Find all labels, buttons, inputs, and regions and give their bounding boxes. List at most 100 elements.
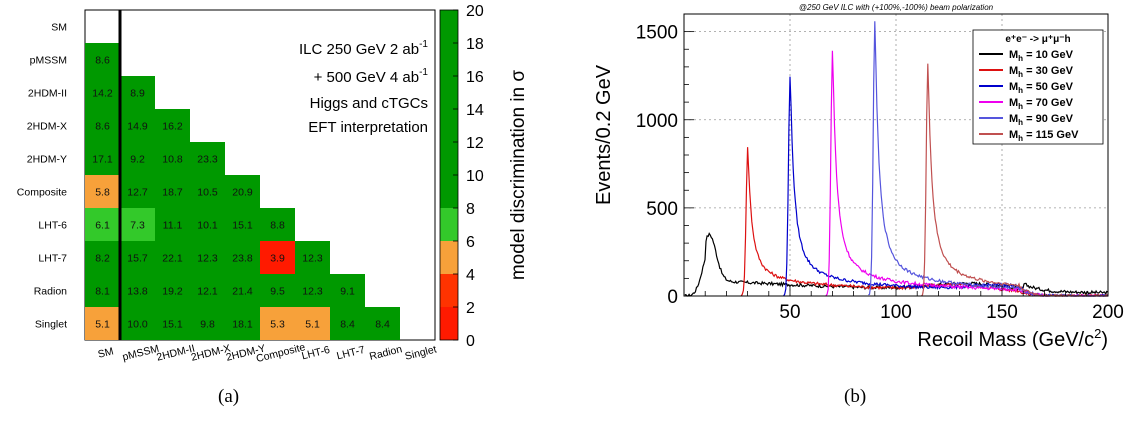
cell-value: 8.6 xyxy=(95,55,110,67)
row-label: pMSSM xyxy=(30,55,67,67)
cell-value: 10.8 xyxy=(162,154,183,166)
cell-value: 8.2 xyxy=(95,253,110,265)
cell-value: 3.9 xyxy=(270,253,285,265)
heatmap-chart: 8.6 14.2 8.9 8.6 14.9 16.2 17.1 9.2 10.8 23.3 5.8 1… xyxy=(17,3,529,365)
legend-entry-text: M xyxy=(1009,113,1018,125)
heatmap-cell xyxy=(155,274,190,307)
colorbar-tick-label: 20 xyxy=(466,3,484,20)
heatmap-cell xyxy=(155,208,190,241)
colorbar-tick-label: 0 xyxy=(466,333,475,350)
heatmap-cell xyxy=(155,109,190,142)
annotation-line: + 500 GeV 4 ab-1 xyxy=(314,67,429,86)
heatmap-cell xyxy=(120,241,155,274)
heatmap-cell xyxy=(85,43,120,76)
legend-entry-0: Mh = 10 GeV xyxy=(1009,49,1074,63)
cell-value: 10.5 xyxy=(197,187,218,199)
cell-value: 9.2 xyxy=(130,154,145,166)
heatmap-cell xyxy=(155,307,190,340)
legend-entry-text: M xyxy=(1009,81,1018,93)
heatmap-cell xyxy=(190,307,225,340)
heatmap-cell xyxy=(85,76,120,109)
heatmap-cell xyxy=(120,307,155,340)
x-axis-label-part: Recoil Mass (GeV/c xyxy=(917,329,1094,351)
panel-label-b: (b) xyxy=(844,386,867,407)
cell-value: 6.1 xyxy=(95,220,110,232)
colorbar-tick-label: 16 xyxy=(466,69,484,86)
heatmap-cell xyxy=(120,142,155,175)
cell-value: 22.1 xyxy=(162,253,183,265)
row-label: LHT-7 xyxy=(38,253,67,265)
heatmap-cell xyxy=(120,274,155,307)
colorbar-tick-label: 14 xyxy=(466,102,484,119)
heatmap-cell xyxy=(225,208,260,241)
y-tick-label: 0 xyxy=(667,287,678,308)
cell-value: 13.8 xyxy=(127,286,148,298)
legend-entry-text: = 90 GeV xyxy=(1023,113,1074,125)
column-label: Singlet xyxy=(404,343,438,362)
cell-value: 9.1 xyxy=(340,286,355,298)
heatmap-cell xyxy=(190,274,225,307)
x-axis-label-part: ) xyxy=(1101,329,1108,351)
legend-entry-1: Mh = 30 GeV xyxy=(1009,65,1074,79)
heatmap-cell xyxy=(190,175,225,208)
row-label: Radion xyxy=(34,286,67,298)
legend-entry-5: Mh = 115 GeV xyxy=(1009,129,1079,143)
cell-value: 8.4 xyxy=(375,319,390,331)
cell-value: 14.9 xyxy=(127,121,148,133)
cell-value: 20.9 xyxy=(232,187,253,199)
heatmap-cell xyxy=(225,307,260,340)
heatmap-cell xyxy=(295,241,330,274)
colorbar-label: model discrimination in σ xyxy=(508,70,529,281)
legend-entry-text: M xyxy=(1009,49,1018,61)
y-tick-label: 500 xyxy=(646,199,678,220)
cell-value: 23.8 xyxy=(232,253,253,265)
heatmap-cell xyxy=(85,307,120,340)
column-label: LHT-7 xyxy=(335,344,366,363)
cell-value: 8.6 xyxy=(95,121,110,133)
annotation-line: Higgs and cTGCs xyxy=(310,95,428,112)
colorbar-tick-label: 4 xyxy=(466,267,475,284)
legend-entry-text: = 115 GeV xyxy=(1023,129,1079,141)
cell-value: 17.1 xyxy=(92,154,113,166)
heatmap-cell xyxy=(120,109,155,142)
cell-value: 9.8 xyxy=(200,319,215,331)
y-tick-label: 1500 xyxy=(636,23,678,44)
heatmap-cell xyxy=(260,208,295,241)
cell-value: 19.2 xyxy=(162,286,183,298)
row-label: 2HDM-X xyxy=(27,121,67,133)
legend-entry-text: h xyxy=(1018,86,1023,95)
annotation-superscript: -1 xyxy=(419,67,428,78)
x-tick-label: 150 xyxy=(986,302,1018,323)
cell-value: 5.1 xyxy=(305,319,320,331)
y-axis-label: Events/0.2 GeV xyxy=(593,64,615,205)
cell-value: 8.9 xyxy=(130,88,145,100)
column-label: SM xyxy=(97,345,115,360)
legend-entry-text: h xyxy=(1018,54,1023,63)
heatmap-cell xyxy=(190,142,225,175)
cell-value: 14.2 xyxy=(92,88,113,100)
row-label: SM xyxy=(51,22,67,34)
cell-value: 10.1 xyxy=(197,220,218,232)
heatmap-cell xyxy=(190,208,225,241)
cell-value: 8.1 xyxy=(95,286,110,298)
heatmap-cell xyxy=(85,142,120,175)
annotation-text: ILC 250 GeV 2 ab xyxy=(299,41,419,58)
cell-value: 15.1 xyxy=(232,220,253,232)
annotation-text: + 500 GeV 4 ab xyxy=(314,69,420,86)
cell-value: 7.3 xyxy=(130,220,145,232)
y-tick-label: 1000 xyxy=(636,111,678,132)
cell-value: 18.7 xyxy=(162,187,183,199)
colorbar-tick-label: 10 xyxy=(466,168,484,185)
colorbar-band xyxy=(440,274,458,307)
row-label: Composite xyxy=(17,187,67,199)
heatmap-cell xyxy=(155,142,190,175)
heatmap-cell xyxy=(85,274,120,307)
cell-value: 12.3 xyxy=(302,253,323,265)
x-tick-label: 100 xyxy=(880,302,912,323)
chart-title: @250 GeV ILC with (+100%,-100%) beam pol… xyxy=(799,3,994,12)
heatmap-cell xyxy=(120,175,155,208)
legend-entry-text: h xyxy=(1018,134,1023,143)
heatmap-cell xyxy=(225,175,260,208)
colorbar-tick-label: 12 xyxy=(466,135,484,152)
